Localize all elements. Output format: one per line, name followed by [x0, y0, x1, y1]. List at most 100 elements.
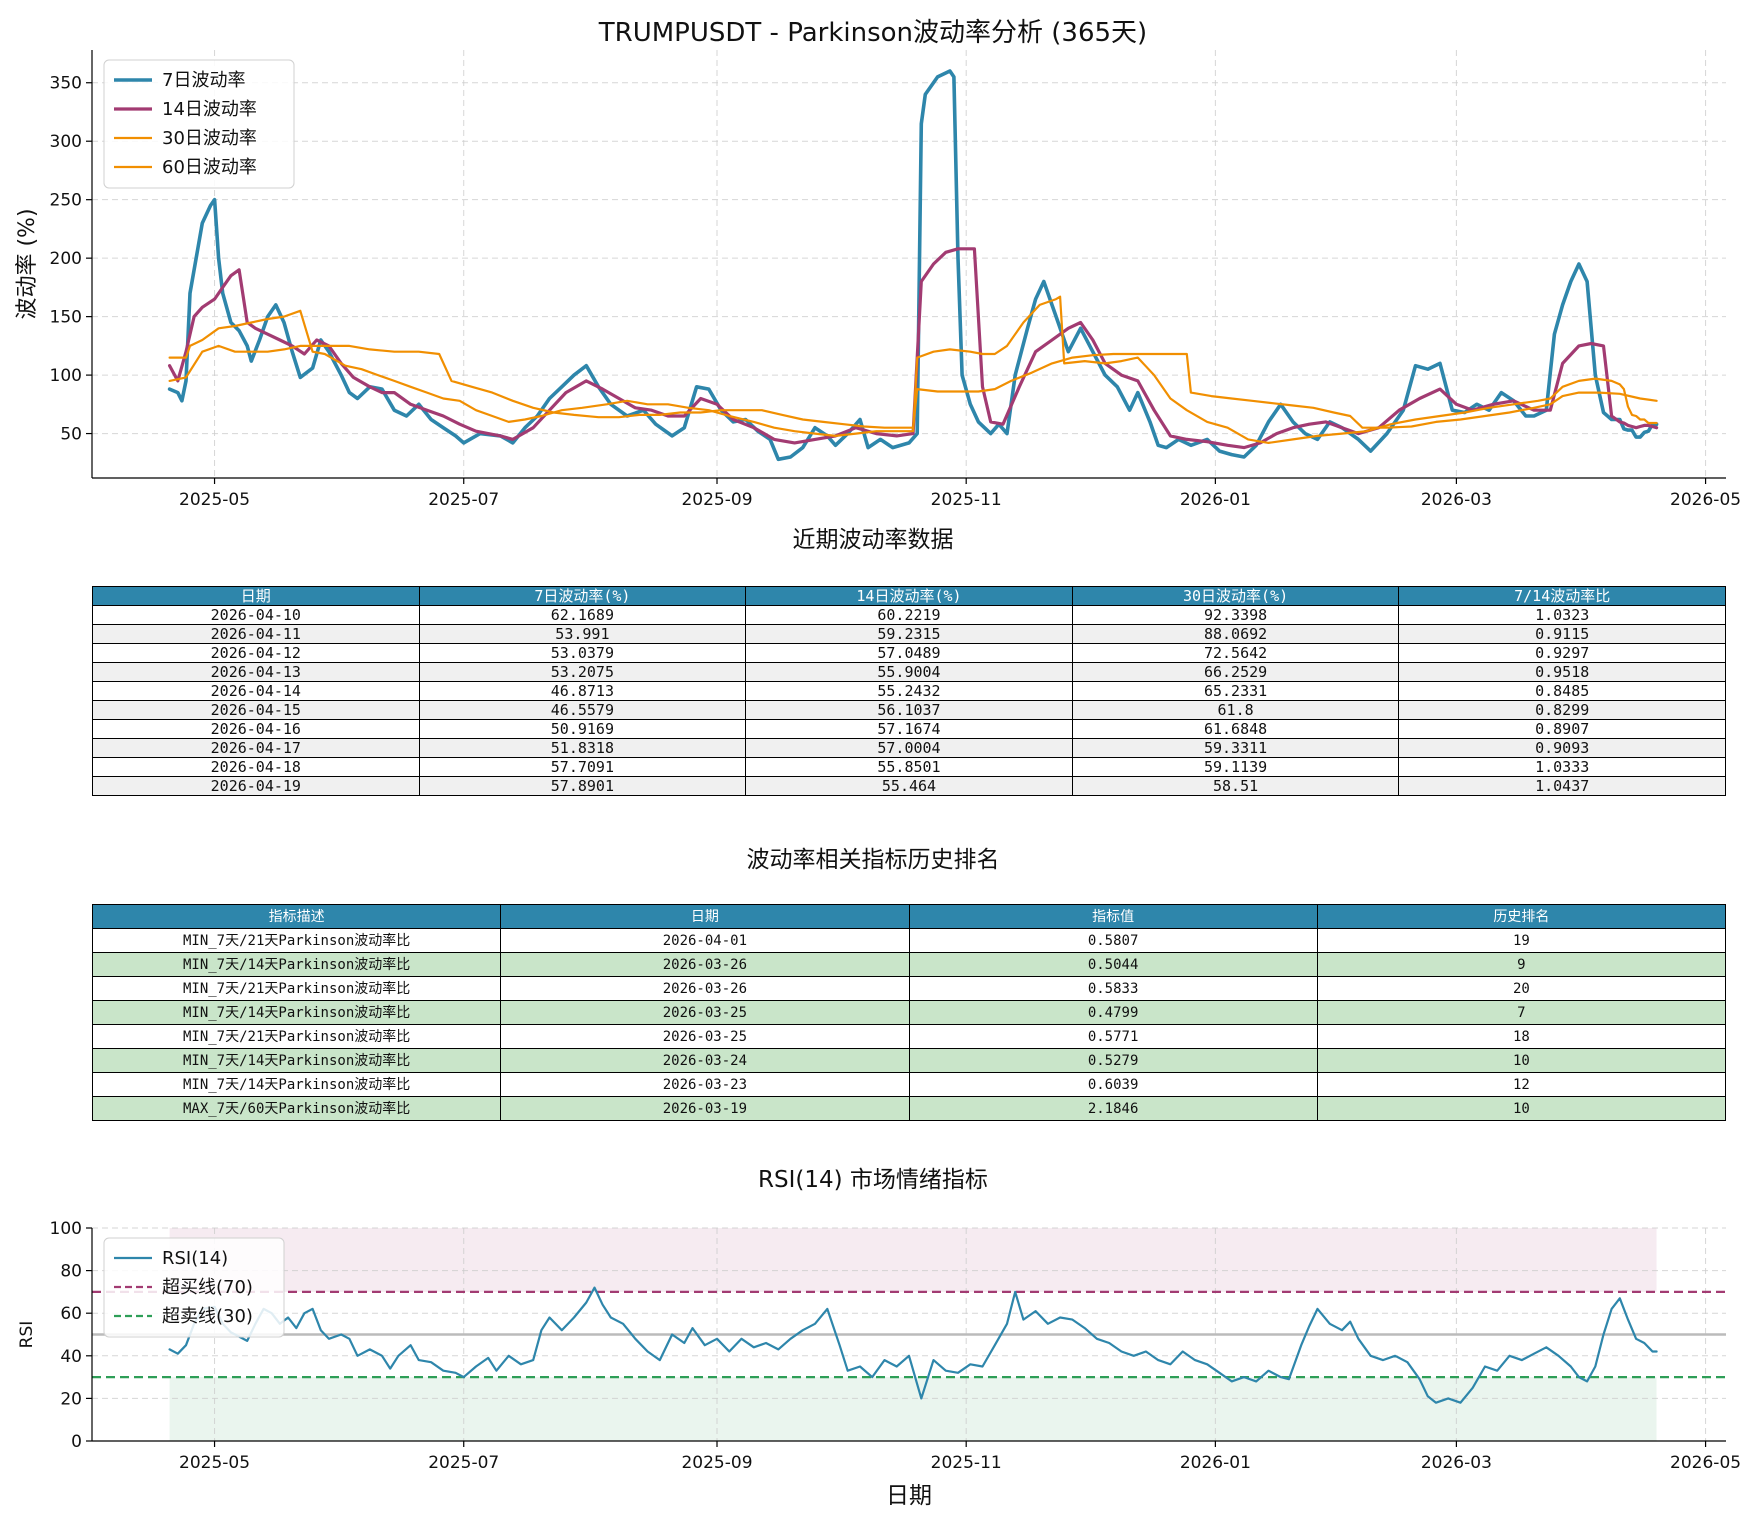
recent-table-cell: 2026-04-19 — [92, 776, 420, 796]
recent-table-cell: 2026-04-10 — [92, 605, 420, 625]
recent-table-row: 2026-04-10 62.1689 60.2219 92.3398 1.0323 — [92, 605, 1726, 625]
y-tick-label: 60 — [60, 1304, 82, 1324]
recent-table-cell: 55.464 — [745, 776, 1073, 796]
ranking-table-cell: 2026-03-24 — [500, 1048, 910, 1073]
legend-box — [103, 1237, 285, 1338]
recent-table-cell: 2026-04-12 — [92, 643, 420, 663]
recent-table-cell: 0.8299 — [1398, 700, 1726, 720]
ranking-table: 指标描述 日期 指标值 历史排名 MIN_7天/21天Parkinson波动率比 202… — [91, 904, 1727, 1121]
x-axis-label: 日期 — [886, 1483, 932, 1509]
recent-table-cell: 66.2529 — [1071, 662, 1400, 682]
ranking-table-cell: 2026-03-25 — [500, 1024, 910, 1049]
ranking-table-row: MIN_7天/14天Parkinson波动率比 2026-03-24 0.5279 1… — [91, 1048, 1727, 1073]
recent-table-cell: 2026-04-15 — [92, 700, 420, 720]
ranking-table-cell: 0.5044 — [908, 952, 1318, 977]
ranking-table-cell: MIN_7天/14天Parkinson波动率比 — [91, 952, 502, 977]
series-line — [168, 1286, 1658, 1404]
series-line — [168, 344, 1658, 429]
ranking-table-header-cell: 历史排名 — [1316, 904, 1727, 929]
recent-data-title: 近期波动率数据 — [792, 527, 954, 553]
y-tick-label: 50 — [60, 425, 82, 445]
legend-label: 14日波动率 — [162, 99, 257, 120]
recent-table-cell: 61.8 — [1071, 700, 1400, 720]
x-tick-label: 2026-03 — [1421, 490, 1492, 510]
series-line — [167, 69, 1659, 462]
legend: 7日波动率 14日波动率 30日波动率 60日波动率 — [103, 59, 295, 189]
y-tick-label: 150 — [50, 308, 82, 328]
ranking-table-header-cell: 指标描述 — [91, 904, 502, 929]
legend-label: RSI(14) — [162, 1248, 228, 1269]
y-tick-label: 200 — [50, 249, 82, 269]
recent-table-cell: 53.0379 — [418, 643, 747, 663]
recent-table-cell: 2026-04-18 — [92, 757, 420, 777]
recent-table-header-cell: 日期 — [92, 586, 420, 606]
y-tick-label: 0 — [71, 1432, 82, 1452]
recent-table-cell: 72.5642 — [1071, 643, 1400, 663]
recent-table-row: 2026-04-14 46.8713 55.2432 65.2331 0.8485 — [92, 681, 1726, 701]
ranking-table-cell: 2026-03-26 — [500, 952, 910, 977]
recent-table-cell: 56.1037 — [745, 700, 1073, 720]
x-tick-label: 2026-01 — [1180, 490, 1251, 510]
recent-table-cell: 55.8501 — [745, 757, 1073, 777]
recent-table-row: 2026-04-13 53.2075 55.9004 66.2529 0.9518 — [92, 662, 1726, 682]
ranking-table-cell: 2026-03-23 — [500, 1072, 910, 1097]
recent-table-cell: 92.3398 — [1071, 605, 1400, 625]
x-tick-label: 2026-01 — [1180, 1453, 1251, 1473]
recent-table-cell: 59.3311 — [1071, 738, 1400, 758]
ranking-table-cell: MIN_7天/14天Parkinson波动率比 — [91, 1000, 502, 1025]
ranking-table-cell: 12 — [1316, 1072, 1727, 1097]
ranking-table-header-cell: 日期 — [500, 904, 910, 929]
recent-table-cell: 88.0692 — [1071, 624, 1400, 644]
y-tick-label: 100 — [50, 366, 82, 386]
recent-table-row: 2026-04-16 50.9169 57.1674 61.6848 0.8907 — [92, 719, 1726, 739]
recent-table-cell: 57.0004 — [745, 738, 1073, 758]
shaded-band — [169, 1377, 1657, 1441]
recent-table-cell: 2026-04-16 — [92, 719, 420, 739]
recent-table-cell: 58.51 — [1071, 776, 1400, 796]
ranking-table-cell: 0.5807 — [908, 928, 1318, 953]
recent-table-cell: 46.5579 — [418, 700, 747, 720]
recent-table-cell: 59.2315 — [745, 624, 1073, 644]
recent-table-cell: 0.9518 — [1398, 662, 1726, 682]
y-axis-label: RSI — [17, 1321, 37, 1349]
recent-table-cell: 1.0323 — [1398, 605, 1726, 625]
recent-table-cell: 55.9004 — [745, 662, 1073, 682]
recent-table-header-row: 日期 7日波动率(%) 14日波动率(%) 30日波动率(%) 7/14波动率比 — [92, 586, 1726, 606]
ranking-table-cell: MIN_7天/21天Parkinson波动率比 — [91, 1024, 502, 1049]
legend-label: 7日波动率 — [162, 70, 245, 91]
recent-table-cell: 59.1139 — [1071, 757, 1400, 777]
shaded-band — [169, 1228, 1657, 1292]
ranking-table-cell: MIN_7天/21天Parkinson波动率比 — [91, 976, 502, 1001]
ranking-table-cell: 2.1846 — [908, 1096, 1318, 1121]
main-chart-title: TRUMPUSDT - Parkinson波动率分析 (365天) — [598, 18, 1148, 48]
recent-table-header-cell: 30日波动率(%) — [1071, 586, 1400, 606]
recent-table-header-cell: 7/14波动率比 — [1398, 586, 1726, 606]
ranking-table-cell: MIN_7天/14天Parkinson波动率比 — [91, 1048, 502, 1073]
recent-table-cell: 0.8485 — [1398, 681, 1726, 701]
ranking-table-row: MIN_7天/21天Parkinson波动率比 2026-03-25 0.5771 1… — [91, 1024, 1727, 1049]
ranking-table-row: MIN_7天/14天Parkinson波动率比 2026-03-25 0.4799 7 — [91, 1000, 1727, 1025]
recent-table-cell: 61.6848 — [1071, 719, 1400, 739]
ranking-table-row: MIN_7天/14天Parkinson波动率比 2026-03-23 0.6039 1… — [91, 1072, 1727, 1097]
recent-table-cell: 53.991 — [418, 624, 747, 644]
recent-table-cell: 60.2219 — [745, 605, 1073, 625]
recent-table-cell: 57.0489 — [745, 643, 1073, 663]
y-tick-label: 300 — [50, 132, 82, 152]
y-axis-label: 波动率 (%) — [15, 208, 40, 319]
ranking-table-row: MIN_7天/21天Parkinson波动率比 2026-03-26 0.5833 2… — [91, 976, 1727, 1001]
rsi-chart-title: RSI(14) 市场情绪指标 — [758, 1167, 988, 1193]
recent-table-row: 2026-04-17 51.8318 57.0004 59.3311 0.9093 — [92, 738, 1726, 758]
recent-table-cell: 2026-04-11 — [92, 624, 420, 644]
legend: RSI(14) 超买线(70) 超卖线(30) — [103, 1237, 285, 1338]
ranking-table-header-row: 指标描述 日期 指标值 历史排名 — [91, 904, 1727, 929]
ranking-table-cell: 10 — [1316, 1048, 1727, 1073]
x-tick-label: 2025-07 — [428, 490, 499, 510]
legend-label: 60日波动率 — [162, 157, 257, 178]
series-line — [168, 295, 1658, 444]
ranking-table-cell: MIN_7天/21天Parkinson波动率比 — [91, 928, 502, 953]
legend-label: 超卖线(30) — [162, 1306, 253, 1327]
recent-table-cell: 55.2432 — [745, 681, 1073, 701]
ranking-title: 波动率相关指标历史排名 — [746, 847, 1000, 873]
ranking-table-cell: 2026-04-01 — [500, 928, 910, 953]
